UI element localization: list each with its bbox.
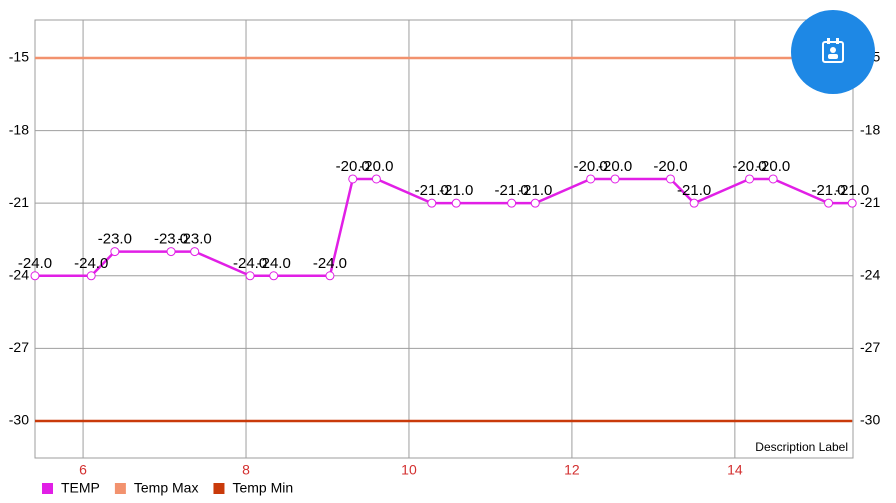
data-point	[689, 198, 699, 208]
data-label: -24.0	[313, 255, 347, 272]
x-tick-label: 6	[79, 462, 87, 478]
data-point	[507, 198, 517, 208]
legend-label: Temp Min	[232, 480, 293, 496]
fab-icon-part	[836, 38, 839, 44]
legend-swatch	[42, 483, 53, 494]
data-label: -21.0	[495, 182, 529, 199]
legend-swatch	[114, 483, 126, 494]
data-point	[427, 198, 437, 208]
data-label: -21.0	[835, 182, 869, 199]
plot-border	[34, 19, 854, 459]
legend-swatch	[213, 483, 225, 494]
data-label: -20.0	[732, 158, 766, 175]
data-point	[530, 198, 540, 208]
y-tick-label: -18	[9, 121, 29, 137]
fab-icon-part	[830, 47, 836, 53]
data-point	[847, 198, 857, 208]
x-tick-label: 14	[727, 462, 743, 478]
data-label: -24.0	[233, 255, 267, 272]
x-tick-label: 8	[242, 462, 250, 478]
y-tick-label: -24	[9, 266, 29, 282]
y-tick-label: -21	[9, 194, 29, 210]
data-point	[665, 174, 675, 184]
y2-tick-label: -30	[860, 412, 880, 428]
series-line	[35, 177, 853, 278]
data-point	[269, 271, 279, 281]
data-label: -24.0	[18, 255, 52, 272]
fab-icon	[822, 41, 844, 63]
data-label: -23.0	[178, 231, 212, 248]
x-tick-label: 10	[401, 462, 417, 478]
data-point	[166, 247, 176, 257]
data-label: -20.0	[336, 158, 370, 175]
data-label: -23.0	[98, 231, 132, 248]
data-label: -21.0	[439, 182, 473, 199]
x-tick-label: 12	[564, 462, 580, 478]
y2-tick-label: -24	[860, 266, 880, 282]
description-label: Description Label	[755, 440, 848, 454]
data-label: -20.0	[359, 158, 393, 175]
y2-tick-label: -21	[860, 194, 880, 210]
data-point	[110, 247, 120, 257]
data-point	[86, 271, 96, 281]
data-point	[30, 271, 40, 281]
y-tick-label: -27	[9, 339, 29, 355]
data-point	[824, 198, 834, 208]
y-tick-label: -15	[9, 49, 29, 65]
data-label: -21.0	[677, 182, 711, 199]
data-point	[610, 174, 620, 184]
fab-icon-part	[827, 38, 830, 44]
data-label: -21.0	[415, 182, 449, 199]
data-label: -21.0	[518, 182, 552, 199]
y2-tick-label: -27	[860, 339, 880, 355]
fab-icon-part	[828, 54, 838, 59]
data-label: -23.0	[154, 231, 188, 248]
data-point	[190, 247, 200, 257]
data-point	[371, 174, 381, 184]
data-label: -21.0	[811, 182, 845, 199]
data-point	[768, 174, 778, 184]
data-label: -20.0	[598, 158, 632, 175]
data-point	[325, 271, 335, 281]
legend-label: TEMP	[61, 480, 100, 496]
legend-label: Temp Max	[134, 480, 199, 496]
y-tick-label: -30	[9, 412, 29, 428]
data-point	[245, 271, 255, 281]
data-point	[451, 198, 461, 208]
data-label: -24.0	[257, 255, 291, 272]
data-label: -24.0	[74, 255, 108, 272]
data-point	[348, 174, 358, 184]
data-label: -20.0	[756, 158, 790, 175]
data-point	[586, 174, 596, 184]
data-label: -20.0	[653, 158, 687, 175]
data-label: -20.0	[574, 158, 608, 175]
data-point	[745, 174, 755, 184]
y2-tick-label: -18	[860, 121, 880, 137]
fab-button[interactable]	[791, 10, 875, 94]
